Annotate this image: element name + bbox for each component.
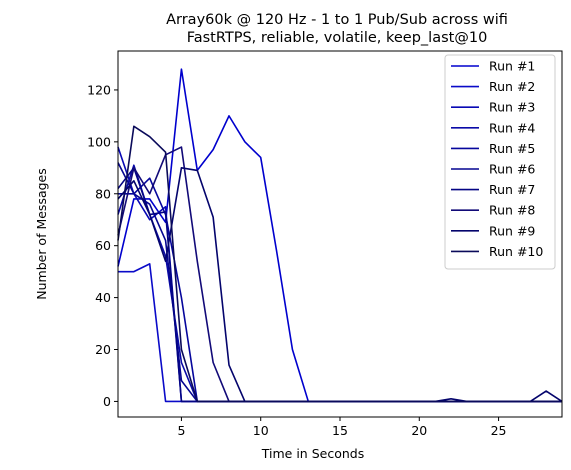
legend-box — [444, 54, 556, 270]
y-tick-label: 40 — [95, 290, 111, 305]
y-tick-label: 80 — [95, 186, 111, 201]
x-tick-label: 15 — [332, 423, 348, 438]
y-tick-label: 120 — [87, 82, 111, 97]
series-line-run-2 — [118, 263, 562, 403]
legend-label-run-3: Run #3 — [489, 100, 535, 115]
y-tick-label: 0 — [103, 394, 111, 409]
x-tick-label: 10 — [253, 423, 269, 438]
legend-label-run-5: Run #5 — [489, 141, 535, 156]
legend-label-run-8: Run #8 — [489, 203, 535, 218]
x-tick-label: 5 — [177, 423, 185, 438]
y-axis: 0 20 40 60 80 100 120 — [87, 82, 118, 409]
chart-subtitle: FastRTPS, reliable, volatile, keep_last@… — [187, 30, 488, 46]
legend-label-run-10: Run #10 — [489, 244, 543, 259]
legend-label-run-6: Run #6 — [489, 162, 535, 177]
legend-label-run-1: Run #1 — [489, 59, 535, 74]
plot-lines — [117, 68, 563, 403]
legend-label-run-7: Run #7 — [489, 182, 535, 197]
y-tick-label: 20 — [95, 342, 111, 357]
x-tick-label: 20 — [411, 423, 427, 438]
y-tick-label: 100 — [87, 134, 111, 149]
legend-label-run-4: Run #4 — [489, 120, 535, 135]
x-axis-label: Time in Seconds — [261, 446, 364, 461]
x-axis: 5 10 15 20 25 — [177, 417, 507, 438]
legend-label-run-2: Run #2 — [489, 79, 535, 94]
y-axis-label: Number of Messages — [34, 168, 49, 300]
x-tick-label: 25 — [491, 423, 507, 438]
chart-title: Array60k @ 120 Hz - 1 to 1 Pub/Sub acros… — [166, 12, 508, 28]
legend: Run #1 Run #2 Run #3 Run #4 Run #5 Run #6 Run … — [444, 54, 556, 270]
legend-label-run-9: Run #9 — [489, 223, 535, 238]
series-line-run-10 — [117, 125, 562, 403]
y-tick-label: 60 — [95, 238, 111, 253]
